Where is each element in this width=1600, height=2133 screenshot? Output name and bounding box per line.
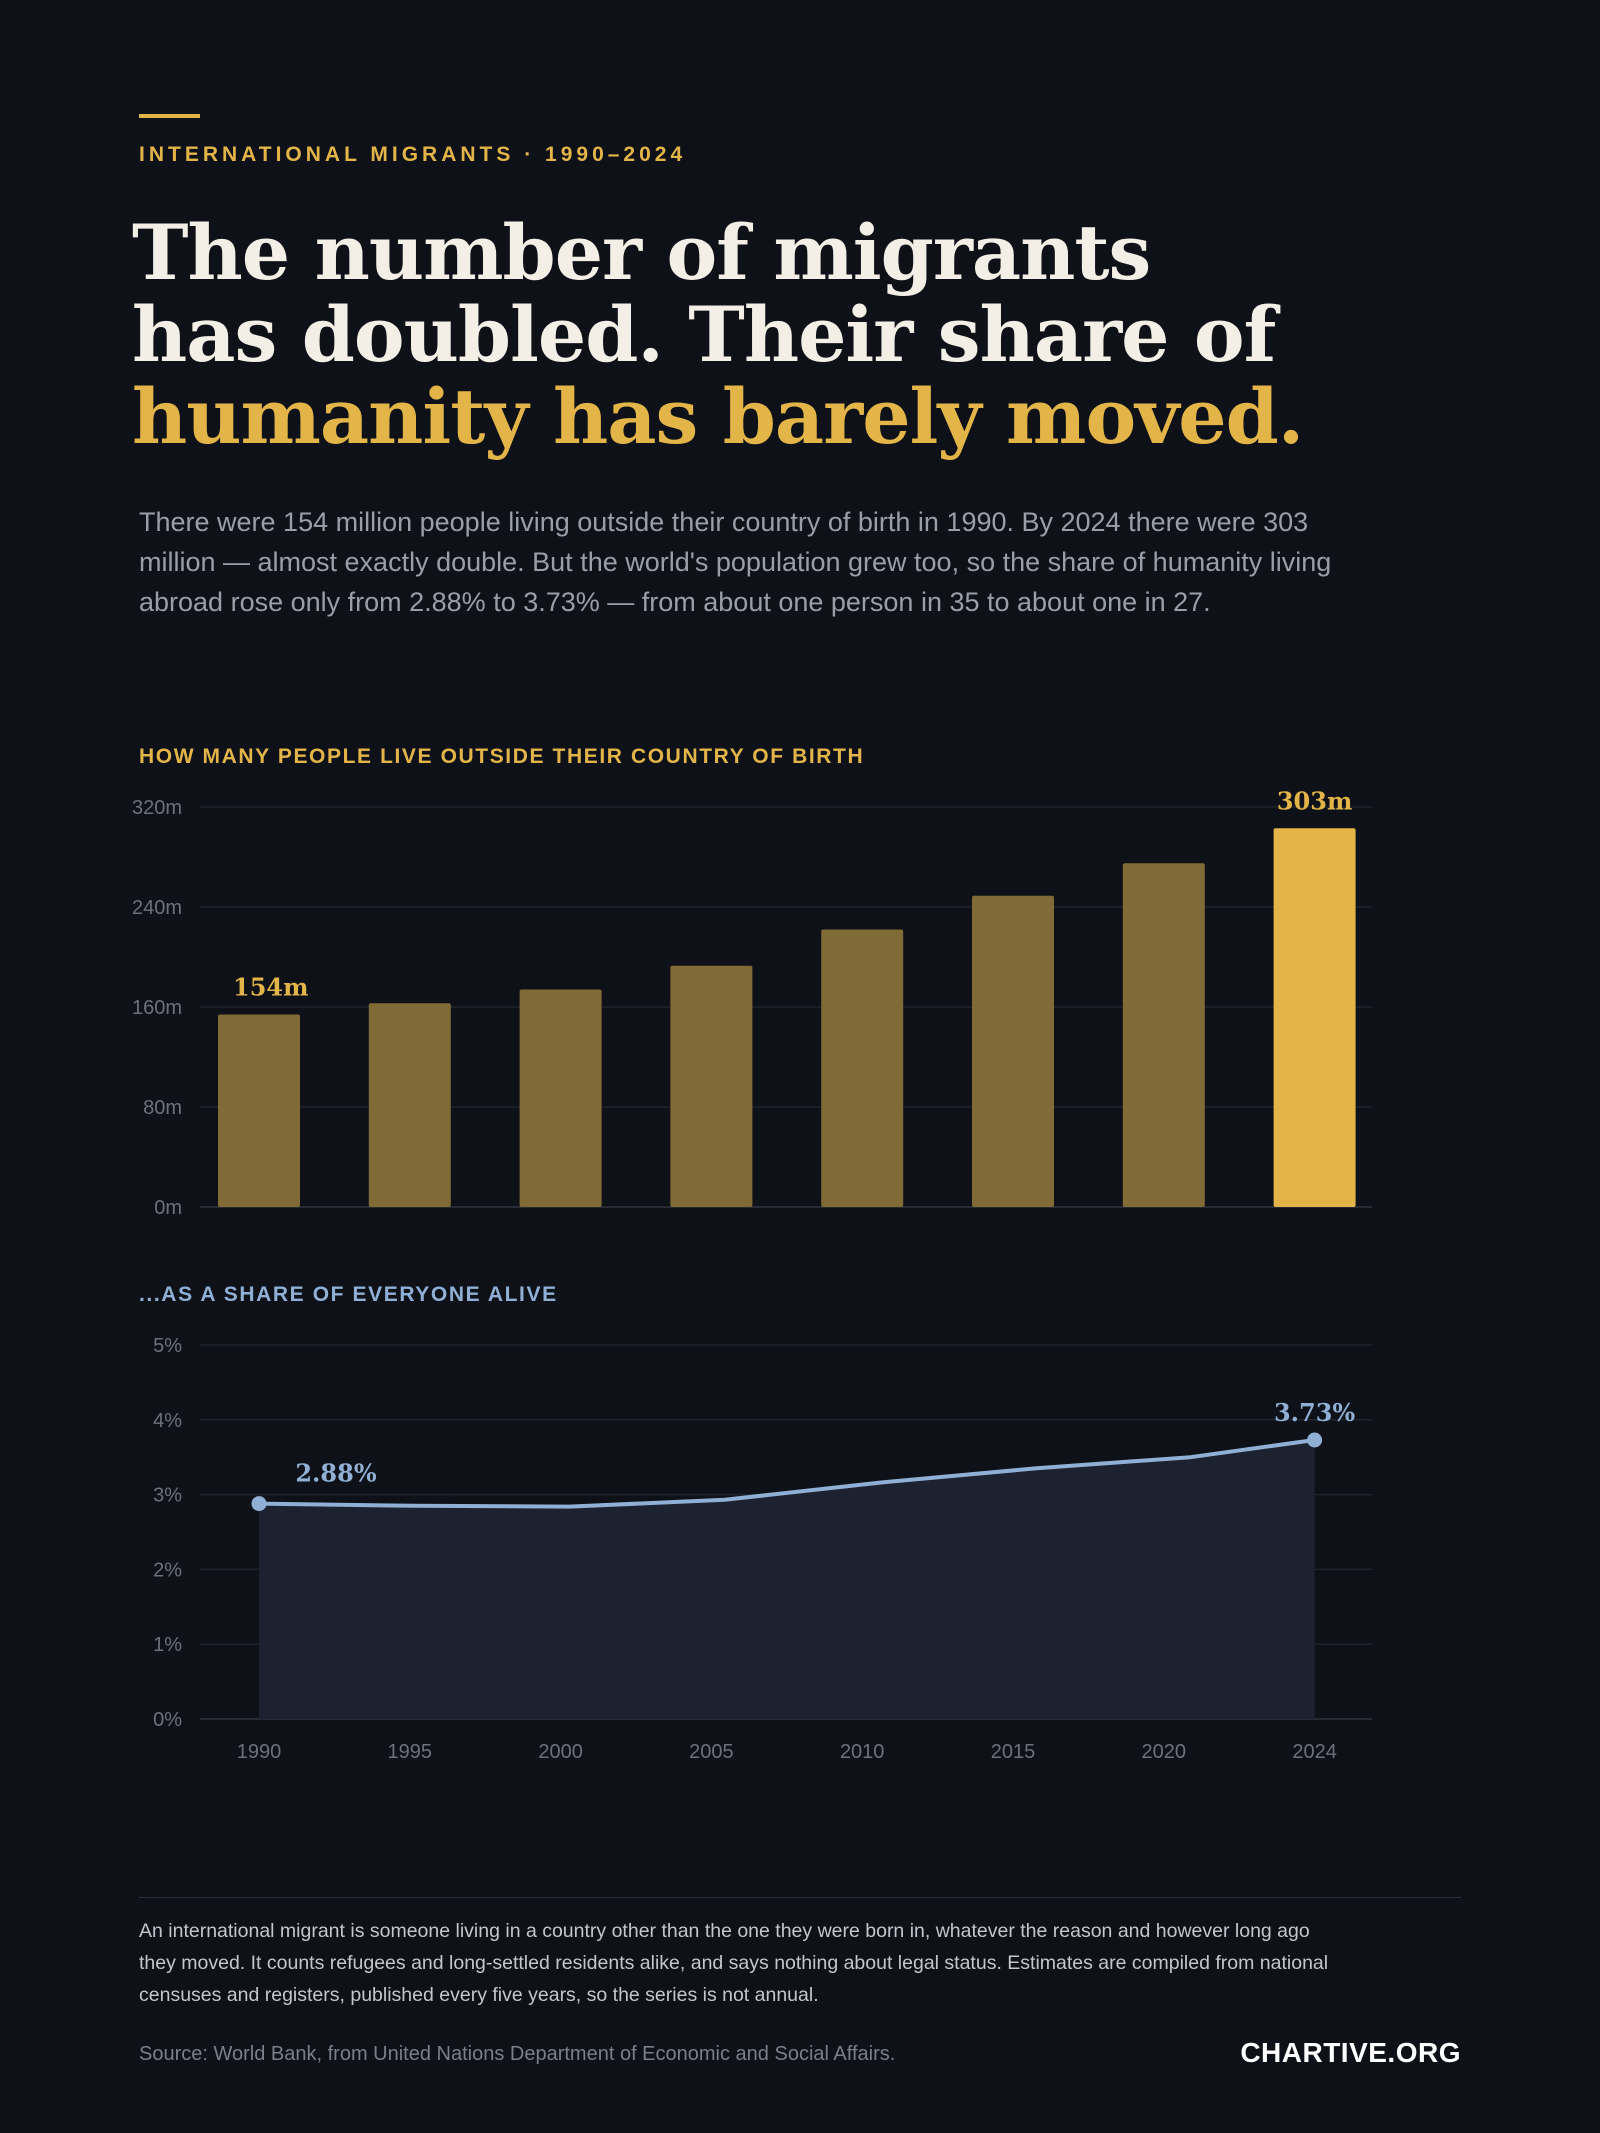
x-tick-label: 2015 [991,1741,1036,1763]
x-tick-label: 1990 [237,1741,282,1763]
area-y-tick-label: 0% [153,1709,182,1731]
bar-y-tick-label: 160m [132,997,182,1019]
footer-divider [139,1897,1461,1898]
bar-2024 [1273,828,1356,1207]
intro-paragraph: There were 154 million people living out… [139,507,1332,617]
bar-y-tick-label: 240m [132,897,182,919]
source-note: Source: World Bank, from United Nations … [139,2043,896,2065]
share-value-label-1990: 2.88% [295,1459,376,1488]
bar-2000 [519,989,602,1207]
area-y-tick-label: 3% [153,1485,182,1507]
x-tick-label: 1995 [388,1741,433,1763]
area-y-tick-label: 1% [153,1634,182,1656]
bar-y-tick-label: 0m [154,1197,182,1219]
headline-line-3: humanity has barely moved. [132,372,1304,461]
area-y-tick-label: 4% [153,1410,182,1432]
bar-2010 [821,929,904,1207]
x-tick-label: 2005 [689,1741,734,1763]
accent-rule [139,114,200,118]
share-value-label-2024: 3.73% [1274,1398,1355,1427]
area-y-tick-label: 2% [153,1559,182,1581]
area-chart-title: ...AS A SHARE OF EVERYONE ALIVE [139,1283,558,1306]
headline: The number of migrants has doubled. Thei… [132,212,1472,458]
share-line [257,1438,1317,1509]
share-point-2024 [1307,1432,1323,1448]
bar-2020 [1122,863,1205,1207]
share-point-1990 [251,1496,267,1512]
bar-chart-title: HOW MANY PEOPLE LIVE OUTSIDE THEIR COUNT… [139,745,865,768]
bar-value-label-2024: 303m [1277,786,1353,815]
x-tick-label: 2020 [1142,1741,1187,1763]
kicker: INTERNATIONAL MIGRANTS · 1990–2024 [139,143,687,166]
area-fill [259,1440,1315,1719]
bar-y-tick-label: 320m [132,797,182,819]
headline-line-1: The number of migrants [132,208,1151,297]
brand-logo: CHARTIVE.ORG [1240,2037,1461,2068]
x-tick-label: 2024 [1292,1741,1337,1763]
bar-y-tick-label: 80m [143,1097,182,1119]
x-tick-label: 2000 [538,1741,583,1763]
bar-1990 [218,1014,300,1207]
bar-value-label-1990: 154m [233,973,309,1002]
area-y-tick-label: 5% [153,1335,182,1357]
bar-2015 [972,895,1054,1207]
bar-2005 [670,965,753,1207]
bar-1995 [368,1003,451,1207]
footnote: An international migrant is someone livi… [139,1920,1329,2006]
x-tick-label: 2010 [840,1741,885,1763]
headline-line-2: has doubled. Their share of [132,290,1276,379]
